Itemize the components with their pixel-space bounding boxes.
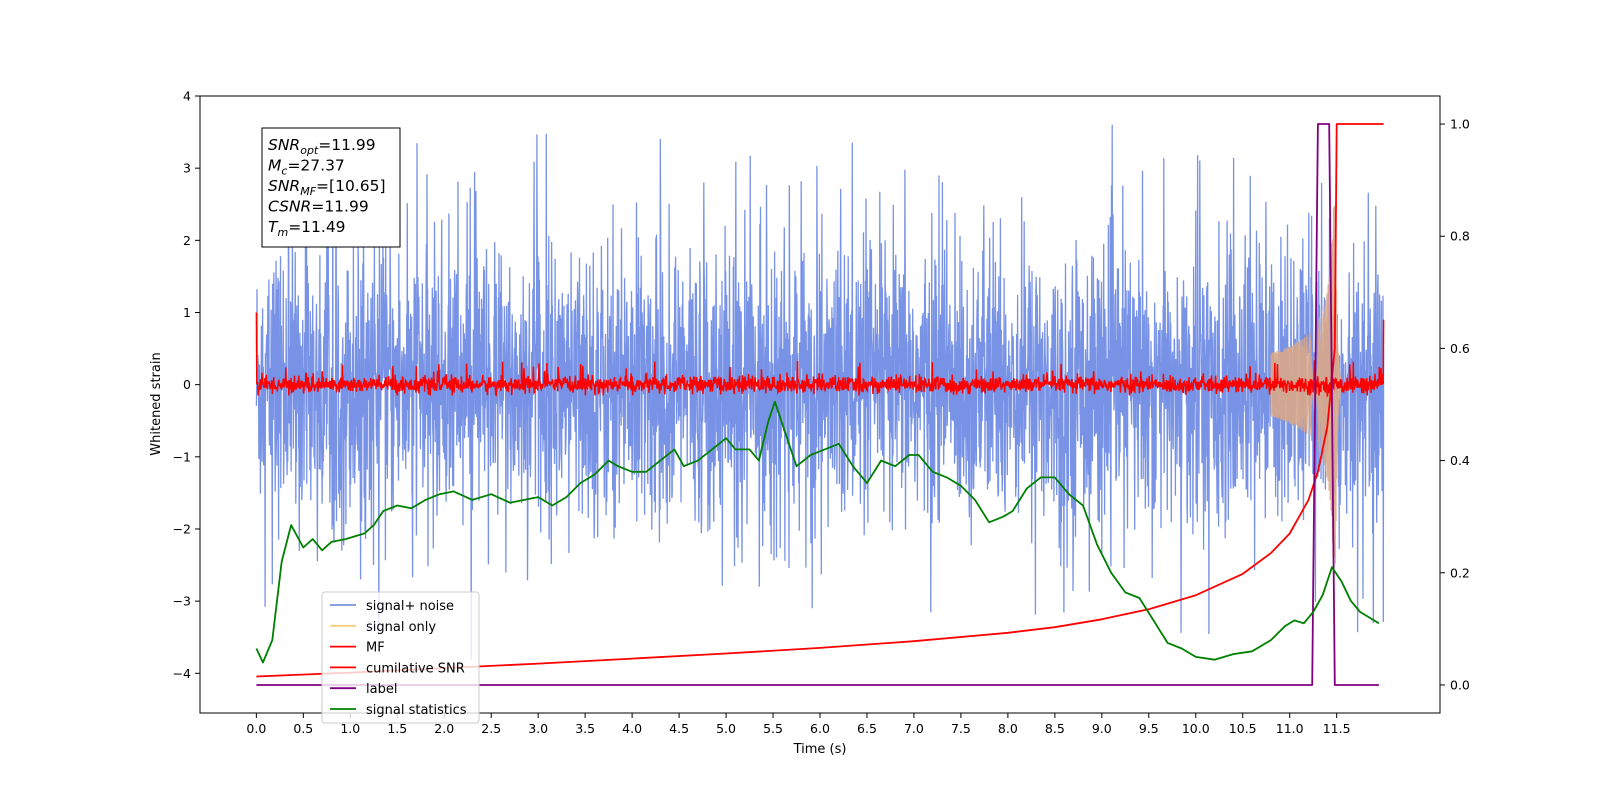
info-box: SNRopt=11.99Mc=27.37SNRMF=[10.65]CSNR=11… (261, 127, 401, 248)
x-tick-label: 6.5 (857, 721, 877, 736)
y2-tick-label: 0.8 (1450, 229, 1470, 244)
y2-tick-label: 1.0 (1450, 117, 1470, 132)
y2-tick-label: 0.6 (1450, 341, 1470, 356)
y2-tick-label: 0.2 (1450, 565, 1470, 580)
y-axis-left: 4 3 2 1 0 −1 −2 −3 −4 (173, 89, 200, 681)
x-tick-label: 3.0 (528, 721, 548, 736)
x-tick-label: 0.0 (246, 721, 266, 736)
x-tick-label: 11.0 (1276, 721, 1304, 736)
info-box-line: Tm=11.49 (268, 218, 346, 239)
info-box-line: CSNR=11.99 (268, 198, 369, 216)
x-tick-label: 10.0 (1182, 721, 1210, 736)
x-tick-label: 0.5 (293, 721, 313, 736)
x-tick-label: 5.5 (763, 721, 783, 736)
y-tick-label: 2 (183, 233, 191, 248)
y-tick-label: 4 (183, 89, 191, 104)
x-tick-label: 2.5 (481, 721, 501, 736)
legend-label: label (366, 682, 397, 697)
y-tick-label: −3 (173, 594, 191, 609)
y-tick-label: 0 (183, 377, 191, 392)
y-tick-label: −4 (173, 666, 191, 681)
x-tick-label: 8.5 (1045, 721, 1065, 736)
legend-label: signal statistics (366, 703, 467, 718)
x-tick-label: 4.5 (669, 721, 689, 736)
series-mf-line (255, 312, 1385, 398)
series-signal-noise-line (255, 124, 1385, 661)
y-tick-label: −2 (173, 521, 191, 536)
legend-label: cumilative SNR (366, 661, 465, 676)
series-cumulative-snr-line (256, 123, 1384, 678)
y-tick-label: 3 (183, 161, 191, 176)
x-tick-label: 2.0 (434, 721, 454, 736)
x-tick-label: 7.0 (904, 721, 924, 736)
info-box-frame (261, 127, 401, 248)
x-tick-label: 4.0 (622, 721, 642, 736)
info-box-line: Mc=27.37 (268, 157, 345, 178)
legend: signal+ noise signal only MF cumilative SNR… (321, 591, 480, 724)
x-tick-label: 3.5 (575, 721, 595, 736)
info-box-line: SNRMF=[10.65] (268, 177, 386, 198)
x-tick-label: 11.5 (1323, 721, 1351, 736)
x-tick-label: 7.5 (951, 721, 971, 736)
y-tick-label: −1 (173, 449, 191, 464)
y2-tick-label: 0.0 (1450, 677, 1470, 692)
info-box-line: SNRopt=11.99 (268, 136, 376, 157)
y-axis-right: 1.0 0.8 0.6 0.4 0.2 0.0 (1440, 117, 1470, 692)
legend-label: signal only (366, 620, 436, 635)
series-label-line (256, 123, 1379, 686)
y2-tick-label: 0.4 (1450, 453, 1470, 468)
x-tick-label: 9.5 (1139, 721, 1159, 736)
y-tick-label: 1 (183, 305, 191, 320)
y-axis-title: Whitened strain (149, 352, 164, 455)
x-axis-title: Time (s) (793, 742, 847, 757)
x-tick-label: 10.5 (1229, 721, 1257, 736)
x-tick-label: 1.0 (340, 721, 360, 736)
legend-label: signal+ noise (366, 599, 454, 614)
x-tick-label: 8.0 (998, 721, 1018, 736)
x-axis: 0.0 0.5 1.0 1.5 2.0 2.5 3.0 3.5 4.0 4.5 5.0 5.5 6.0 6… (246, 713, 1351, 736)
x-tick-label: 9.0 (1092, 721, 1112, 736)
x-tick-label: 5.0 (716, 721, 736, 736)
series-signal-statistics-line (255, 400, 1380, 664)
x-tick-label: 1.5 (387, 721, 407, 736)
legend-label: MF (366, 641, 385, 656)
legend-frame (321, 591, 480, 724)
series-layer (255, 123, 1385, 686)
x-tick-label: 6.0 (810, 721, 830, 736)
